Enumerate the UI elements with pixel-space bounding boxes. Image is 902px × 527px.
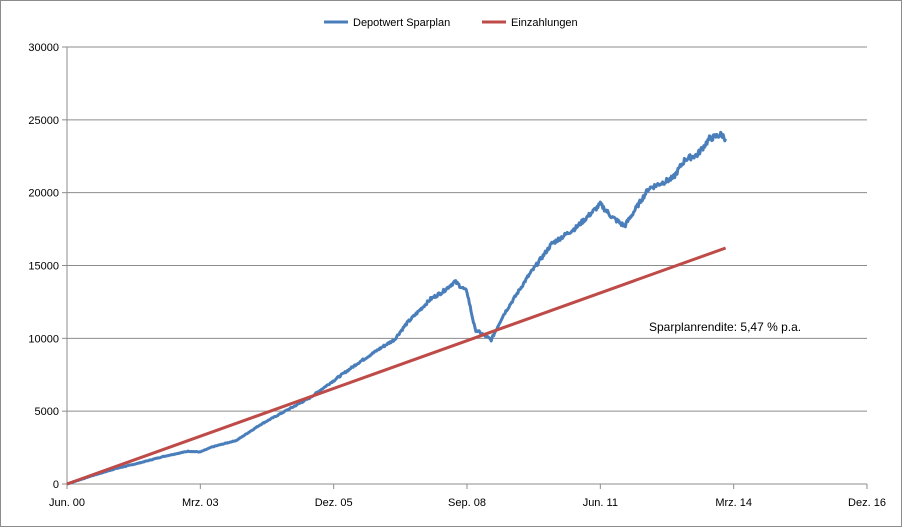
y-tick-label: 15000 <box>28 261 59 273</box>
series-group <box>66 130 728 486</box>
x-tick-label: Dez. 05 <box>315 497 353 509</box>
y-tick-label: 30000 <box>28 42 59 54</box>
x-tick-label: Jun. 11 <box>583 497 618 509</box>
x-tick-label: Sep. 08 <box>448 497 486 509</box>
y-tick-label: 25000 <box>28 115 59 127</box>
x-tick-label: Jun. 00 <box>49 497 85 509</box>
axes <box>62 46 868 489</box>
x-tick-label: Mrz. 03 <box>182 497 219 509</box>
x-tick-label: Dez. 16 <box>848 497 886 509</box>
annotation-rendite: Sparplanrendite: 5,47 % p.a. <box>649 320 801 334</box>
y-tick-label: 5000 <box>35 406 59 418</box>
grid-lines <box>67 46 867 412</box>
series-line-einzahlungen <box>66 246 727 486</box>
y-tick-label: 20000 <box>28 188 59 200</box>
legend-label: Einzahlungen <box>511 17 578 29</box>
legend: Depotwert Sparplan Einzahlungen <box>324 17 578 29</box>
x-tick-label: Mrz. 14 <box>715 497 752 509</box>
y-tick-label: 0 <box>53 479 59 491</box>
series-line-depotwert <box>66 130 728 486</box>
x-axis-ticks: Jun. 00 Mrz. 03 Dez. 05 Sep. 08 Jun. 11 Mrz. … <box>49 497 886 509</box>
legend-label: Depotwert Sparplan <box>353 17 450 29</box>
y-axis-ticks: 0 5000 10000 15000 20000 25000 30000 <box>28 42 59 491</box>
y-tick-label: 10000 <box>28 333 59 345</box>
